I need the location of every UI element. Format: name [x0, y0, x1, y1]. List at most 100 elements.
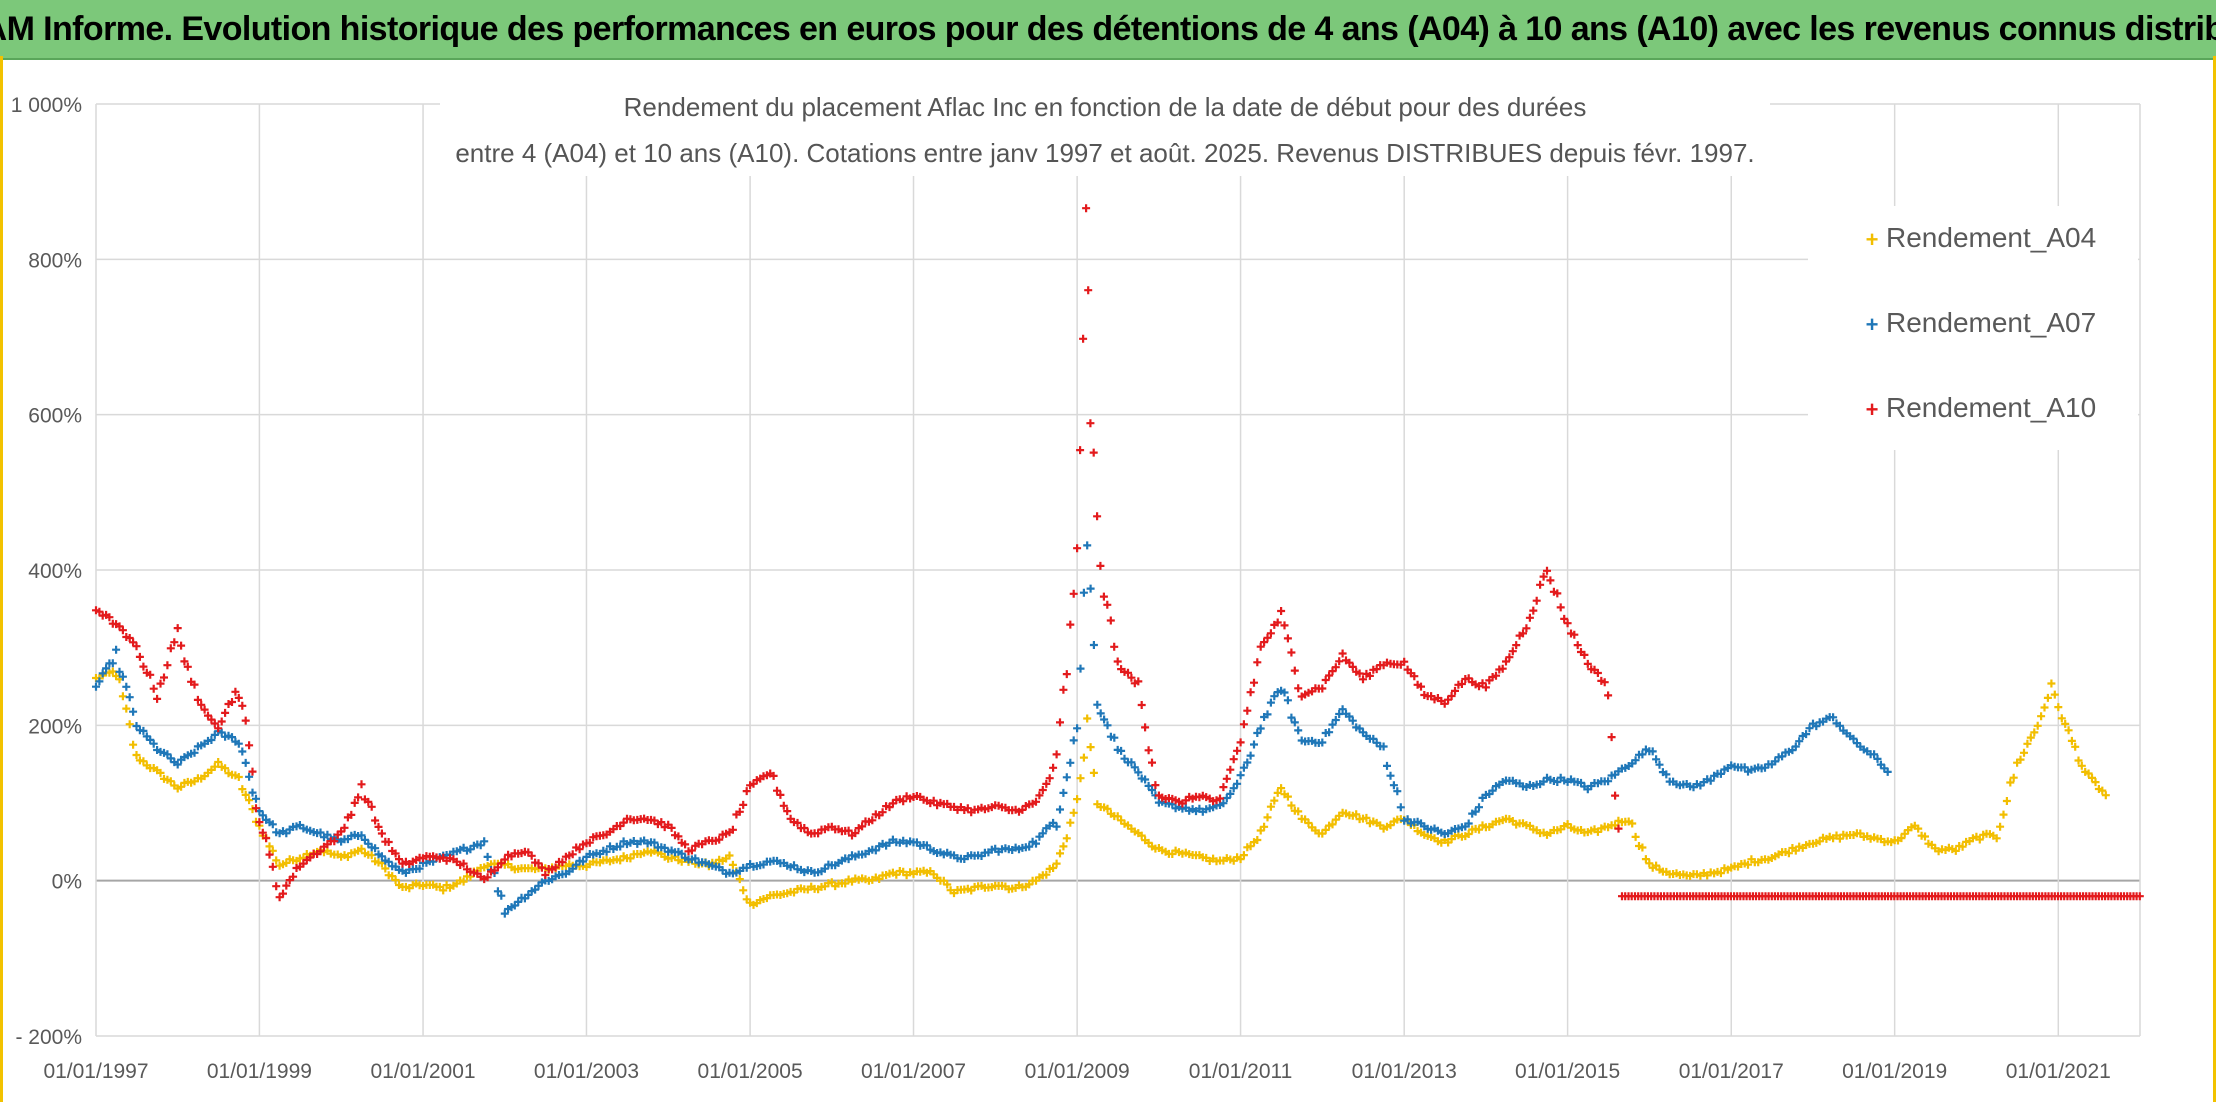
data-point — [602, 847, 611, 856]
y-tick-label: 400% — [28, 560, 82, 583]
data-point — [391, 849, 400, 858]
data-point — [1073, 795, 1082, 804]
data-point — [357, 844, 366, 853]
data-point — [190, 680, 199, 689]
data-point — [190, 748, 199, 757]
data-point — [1464, 830, 1473, 838]
data-point — [2009, 773, 2018, 782]
data-point — [1600, 678, 1609, 687]
data-point — [234, 773, 243, 781]
data-point — [2040, 703, 2049, 712]
data-point — [691, 854, 700, 863]
data-point — [153, 694, 162, 703]
data-point — [500, 909, 509, 918]
data-point — [1056, 805, 1064, 814]
data-point — [1079, 588, 1088, 597]
data-point — [1328, 820, 1337, 829]
data-point — [1236, 738, 1245, 747]
data-point — [735, 875, 744, 884]
data-point — [1263, 710, 1272, 719]
legend-marker-a04: + — [1866, 227, 1879, 252]
data-point — [1294, 684, 1303, 693]
data-point — [1042, 779, 1051, 788]
data-point — [1345, 712, 1354, 721]
data-point — [871, 846, 880, 855]
data-point — [2077, 761, 2086, 770]
data-point — [173, 760, 182, 769]
data-point — [1706, 776, 1715, 785]
data-point — [1066, 818, 1075, 827]
data-point — [1253, 836, 1262, 844]
data-point — [377, 852, 386, 861]
data-point — [217, 717, 226, 726]
data-point — [139, 726, 148, 735]
data-point — [1321, 825, 1330, 834]
data-point — [1512, 641, 1521, 650]
data-point — [497, 891, 506, 900]
data-point — [166, 644, 175, 653]
data-point — [575, 845, 584, 854]
data-point — [139, 757, 148, 766]
data-point — [258, 828, 267, 837]
data-point — [177, 641, 186, 650]
y-tick-label: 200% — [28, 715, 82, 738]
data-point — [1250, 740, 1258, 749]
data-point — [1083, 541, 1092, 550]
data-point — [139, 662, 148, 671]
data-point — [1294, 807, 1303, 816]
data-point — [1287, 648, 1296, 657]
data-point — [681, 840, 690, 849]
data-point — [1052, 822, 1061, 831]
data-point — [118, 626, 127, 635]
data-point — [1740, 763, 1749, 772]
data-point — [1614, 824, 1623, 833]
data-point — [2135, 892, 2144, 901]
data-point — [1287, 801, 1296, 810]
data-point — [2023, 739, 2032, 748]
data-point — [1795, 737, 1804, 746]
data-point — [1086, 743, 1095, 752]
data-point — [214, 724, 223, 733]
data-point — [687, 846, 696, 855]
data-point — [878, 808, 887, 817]
data-point — [1652, 755, 1661, 764]
data-point — [1488, 786, 1497, 795]
data-point — [1883, 767, 1892, 776]
data-point — [129, 740, 138, 749]
data-point — [1519, 629, 1527, 638]
data-point — [221, 764, 230, 773]
x-tick-label: 01/01/2021 — [2006, 1060, 2111, 1083]
data-point — [1914, 824, 1923, 833]
data-point — [129, 707, 138, 716]
data-point — [1273, 618, 1282, 627]
data-point — [1897, 834, 1906, 843]
data-point — [1975, 835, 1984, 844]
data-point — [2020, 748, 2028, 757]
chart-title-background — [440, 82, 1770, 176]
data-point — [1056, 849, 1064, 858]
data-point — [1052, 750, 1061, 759]
data-point — [1052, 859, 1061, 868]
data-point — [1069, 736, 1078, 745]
data-point — [1270, 796, 1279, 805]
data-point — [1089, 768, 1098, 777]
data-point — [1113, 657, 1122, 666]
data-point — [1393, 787, 1402, 796]
data-point — [1283, 792, 1292, 801]
data-point — [1355, 669, 1364, 678]
data-point — [674, 832, 683, 841]
data-point — [1076, 446, 1085, 455]
data-point — [1325, 728, 1334, 737]
data-point — [1093, 512, 1102, 521]
data-point — [238, 747, 247, 756]
data-point — [1103, 600, 1112, 609]
data-point — [234, 739, 243, 748]
data-point — [1035, 791, 1044, 800]
data-point — [1239, 720, 1248, 729]
data-point — [1134, 677, 1143, 686]
data-point — [115, 667, 124, 676]
data-point — [1106, 616, 1115, 625]
data-point — [439, 886, 448, 895]
data-point — [1335, 657, 1344, 666]
data-point — [1638, 750, 1647, 759]
